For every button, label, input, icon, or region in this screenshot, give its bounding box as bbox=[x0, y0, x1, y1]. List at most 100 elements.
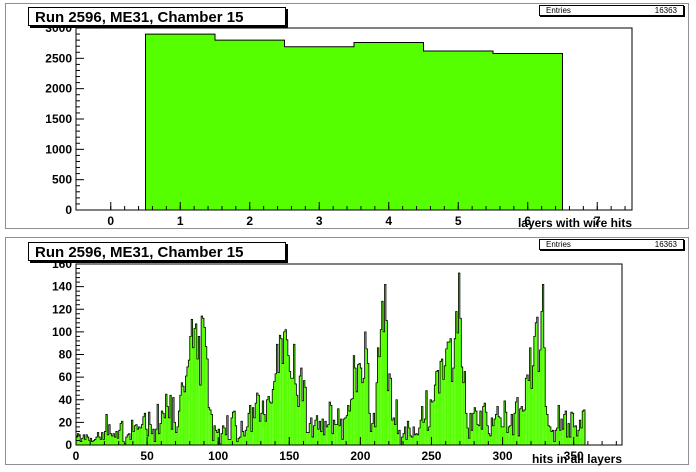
histogram-bin bbox=[449, 338, 452, 445]
histogram-bin bbox=[505, 412, 507, 445]
histogram-bin bbox=[559, 430, 561, 445]
histogram-bin bbox=[543, 347, 546, 445]
histogram-bin bbox=[479, 411, 482, 445]
histogram-bin bbox=[462, 382, 465, 445]
histogram-bin bbox=[149, 424, 152, 445]
y-tick-label: 2500 bbox=[45, 51, 72, 65]
histogram-bin bbox=[121, 421, 123, 445]
histogram-bin bbox=[296, 395, 298, 445]
histogram-bin bbox=[454, 338, 456, 445]
histogram-bin bbox=[138, 426, 140, 445]
histogram-bin bbox=[575, 425, 577, 445]
x-tick-label: 50 bbox=[140, 449, 154, 463]
histogram-bin bbox=[538, 371, 540, 445]
histogram-bin bbox=[319, 421, 321, 445]
histogram-bin bbox=[330, 405, 332, 445]
histogram-bin bbox=[144, 413, 146, 445]
histogram-bin bbox=[438, 392, 440, 445]
histogram-bin bbox=[192, 347, 195, 445]
histogram-bin bbox=[321, 418, 324, 445]
histogram-bin bbox=[484, 403, 486, 445]
histogram-bin bbox=[282, 363, 284, 445]
y-tick-label: 1500 bbox=[45, 112, 72, 126]
histogram-bin bbox=[478, 425, 480, 445]
histogram-bin bbox=[343, 418, 345, 445]
histogram-bin bbox=[410, 435, 412, 445]
histogram-bin bbox=[137, 429, 139, 445]
histogram-bin bbox=[428, 426, 431, 445]
histogram-bin bbox=[380, 329, 382, 445]
histogram-bin bbox=[196, 359, 199, 445]
histogram-bin bbox=[583, 409, 586, 445]
histogram-bin bbox=[521, 406, 523, 445]
histogram-bin bbox=[498, 416, 500, 445]
x-tick-label: 5 bbox=[455, 214, 462, 228]
histogram-bin bbox=[85, 434, 88, 445]
histogram-bin bbox=[580, 428, 583, 445]
histogram-bin bbox=[293, 344, 295, 445]
histogram-bin bbox=[184, 391, 186, 445]
histogram-bin bbox=[405, 439, 408, 445]
histogram-bin bbox=[511, 414, 513, 445]
histogram-bin bbox=[110, 433, 112, 445]
histogram-bin bbox=[117, 438, 119, 445]
histogram-bin bbox=[98, 437, 101, 445]
x-tick-label: 3 bbox=[316, 214, 323, 228]
histogram-bin bbox=[238, 438, 240, 445]
x-tick-label: 350 bbox=[564, 449, 584, 463]
histogram-bin bbox=[486, 425, 489, 445]
histogram-bin bbox=[157, 404, 159, 445]
histogram-bin bbox=[280, 338, 283, 445]
histogram-bin bbox=[432, 400, 435, 445]
histogram-bin bbox=[502, 426, 504, 445]
histogram-bin bbox=[512, 434, 514, 445]
y-tick-label: 80 bbox=[59, 348, 73, 362]
histogram-bin bbox=[333, 420, 335, 445]
histogram-bin bbox=[469, 413, 472, 445]
histogram-bin bbox=[358, 363, 361, 445]
histogram-bin bbox=[246, 426, 249, 445]
histogram-bin bbox=[236, 441, 239, 445]
histogram-bin bbox=[299, 375, 301, 445]
histogram-bin bbox=[120, 423, 122, 445]
stats-box: Entries 16363 bbox=[539, 239, 684, 250]
histogram-bin bbox=[357, 364, 359, 445]
histogram-bin bbox=[445, 348, 448, 445]
histogram-bin bbox=[169, 395, 172, 445]
histogram-bin bbox=[383, 331, 385, 445]
histogram-bin bbox=[248, 413, 250, 445]
histogram-bin bbox=[242, 431, 244, 445]
histogram-bin bbox=[205, 346, 207, 445]
histogram-bin bbox=[501, 426, 503, 445]
x-tick-label: 0 bbox=[73, 449, 80, 463]
histogram-bin bbox=[80, 441, 82, 445]
x-tick-label: 250 bbox=[421, 449, 441, 463]
histogram-bin bbox=[546, 414, 549, 445]
histogram-bin bbox=[368, 413, 371, 445]
histogram-bin bbox=[542, 284, 544, 445]
histogram-bin bbox=[284, 46, 354, 210]
histogram-bin bbox=[262, 400, 264, 445]
stats-entries-value: 16363 bbox=[654, 240, 677, 249]
histogram-bin bbox=[567, 423, 570, 445]
histogram-bin bbox=[377, 347, 379, 445]
histogram-bin bbox=[327, 424, 330, 445]
histogram-bin bbox=[279, 335, 281, 445]
histogram-bin bbox=[398, 430, 401, 445]
histogram-bin bbox=[499, 417, 502, 445]
histogram-bin bbox=[178, 411, 180, 445]
histogram-bin bbox=[307, 432, 310, 445]
histogram-bin bbox=[508, 426, 510, 445]
histogram-bin bbox=[381, 301, 384, 445]
histogram-bin bbox=[249, 405, 251, 445]
histogram-bin bbox=[573, 426, 576, 445]
histogram-bin bbox=[539, 349, 541, 445]
histogram-bin bbox=[373, 413, 375, 445]
histogram-bin bbox=[229, 439, 231, 445]
histogram-bin bbox=[415, 433, 418, 445]
histogram-bin bbox=[88, 440, 91, 445]
x-axis-title: hits in all layers bbox=[532, 452, 622, 466]
histogram-bin bbox=[550, 431, 553, 445]
histogram-bin bbox=[188, 360, 190, 445]
y-tick-label: 0 bbox=[65, 438, 72, 452]
